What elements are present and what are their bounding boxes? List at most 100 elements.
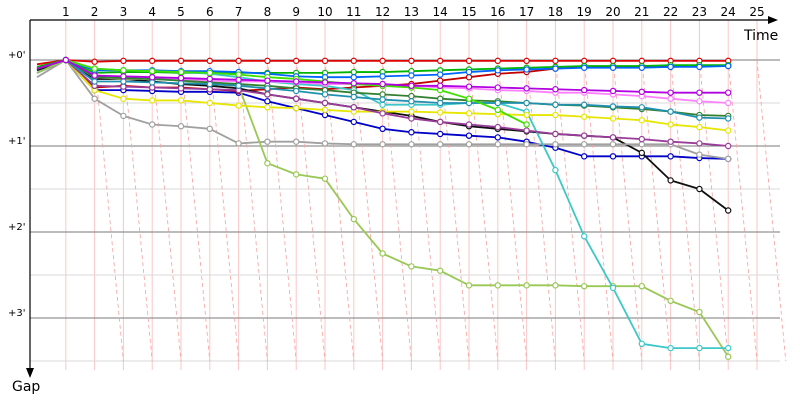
data-point xyxy=(62,56,70,64)
lap-diagonal xyxy=(94,59,124,362)
lap-diagonal xyxy=(411,59,441,362)
data-point xyxy=(465,68,473,76)
data-point xyxy=(293,138,300,145)
data-point xyxy=(696,140,703,147)
data-point xyxy=(696,63,703,71)
lap-diagonal xyxy=(295,59,326,362)
data-point xyxy=(120,95,127,102)
data-point xyxy=(148,97,156,104)
data-point xyxy=(638,88,646,96)
data-point xyxy=(667,138,674,145)
data-point xyxy=(696,308,703,316)
data-point xyxy=(177,68,185,76)
data-point xyxy=(120,83,127,90)
data-point xyxy=(437,109,444,116)
lap-diagonal xyxy=(497,59,527,362)
lap-diagonal xyxy=(209,59,239,362)
data-point xyxy=(638,340,646,347)
lap-diagonal xyxy=(756,59,787,362)
data-point xyxy=(725,62,732,70)
data-point xyxy=(350,73,357,81)
data-point xyxy=(235,82,242,90)
data-point xyxy=(91,95,98,102)
data-point xyxy=(91,78,98,85)
data-point xyxy=(437,267,444,274)
data-point xyxy=(264,91,271,98)
data-point xyxy=(696,123,703,131)
data-point xyxy=(321,57,329,65)
data-point xyxy=(552,166,559,174)
x-tick-label: 5 xyxy=(177,5,185,19)
data-point xyxy=(581,153,588,160)
data-point xyxy=(667,63,674,71)
data-point xyxy=(408,129,415,136)
data-point xyxy=(379,141,386,148)
data-point xyxy=(408,108,415,115)
data-point xyxy=(465,73,473,81)
data-point xyxy=(725,127,732,134)
lap-diagonal xyxy=(670,59,700,362)
data-point xyxy=(638,282,646,290)
data-point xyxy=(437,141,444,148)
data-point xyxy=(321,140,329,147)
data-point xyxy=(667,108,674,115)
data-point xyxy=(206,86,213,93)
data-point xyxy=(379,110,386,117)
lap-diagonal xyxy=(555,59,585,362)
x-tick-label: 14 xyxy=(433,5,448,19)
x-tick-label: 12 xyxy=(375,5,390,19)
data-point xyxy=(609,153,617,160)
data-point xyxy=(177,74,185,82)
lap-diagonal xyxy=(727,59,758,362)
series-lines xyxy=(36,56,732,360)
data-point xyxy=(91,72,98,79)
data-point xyxy=(667,89,674,96)
data-point xyxy=(638,149,646,157)
data-point xyxy=(264,159,271,167)
data-point xyxy=(437,71,444,78)
data-point xyxy=(638,135,646,143)
data-point xyxy=(350,80,357,87)
data-point xyxy=(725,99,732,107)
data-point xyxy=(638,104,646,111)
data-point xyxy=(293,87,300,95)
data-point xyxy=(696,89,703,96)
data-point xyxy=(264,138,271,145)
data-point xyxy=(321,99,329,107)
data-point xyxy=(494,99,501,107)
data-point xyxy=(465,95,473,102)
data-point xyxy=(725,155,732,163)
x-tick-label: 7 xyxy=(235,5,243,19)
data-point xyxy=(638,64,646,71)
data-point xyxy=(609,103,617,110)
data-point xyxy=(465,141,473,148)
data-point xyxy=(120,112,127,120)
data-point xyxy=(120,78,127,85)
data-point xyxy=(235,102,242,109)
data-point xyxy=(321,106,329,114)
data-point xyxy=(350,68,357,76)
series-line xyxy=(36,59,528,126)
data-point xyxy=(235,76,242,83)
x-tick-label: 9 xyxy=(292,5,300,19)
data-point xyxy=(206,57,213,65)
data-point xyxy=(379,80,386,88)
x-tick-label: 23 xyxy=(692,5,707,19)
data-point xyxy=(379,250,386,257)
data-point xyxy=(437,130,444,138)
data-point xyxy=(465,110,473,117)
lap-diagonal xyxy=(439,59,470,362)
lap-diagonal xyxy=(641,59,671,362)
data-point xyxy=(264,104,271,111)
data-point xyxy=(408,92,415,100)
data-point xyxy=(696,114,703,121)
data-point xyxy=(581,113,588,120)
data-point xyxy=(552,101,559,108)
data-point xyxy=(437,77,444,84)
x-axis-title: Time xyxy=(743,28,778,44)
data-point xyxy=(494,282,501,289)
x-tick-label: 4 xyxy=(148,5,156,19)
data-point xyxy=(494,134,501,141)
data-point xyxy=(465,83,473,90)
data-point xyxy=(264,57,271,65)
